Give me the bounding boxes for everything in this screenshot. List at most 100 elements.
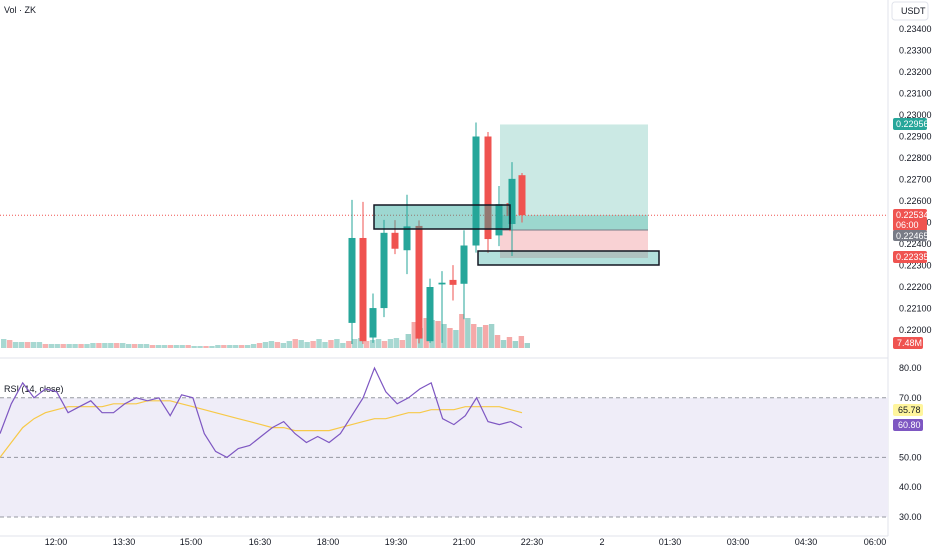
rsi-badge: 60.80 [898, 420, 921, 430]
candlesticks[interactable] [348, 122, 526, 344]
candle-body[interactable] [460, 245, 468, 284]
candle-body[interactable] [495, 204, 503, 236]
time-tick-label: 12:00 [45, 537, 68, 547]
volume-bar [381, 341, 388, 348]
volume-bar [96, 343, 102, 348]
volume-bar [346, 341, 352, 348]
volume-bar [209, 346, 215, 348]
price-tick-label: 0.22300 [899, 261, 932, 271]
volume-bar [292, 339, 298, 348]
volume-bar [494, 335, 501, 348]
candle-body[interactable] [359, 237, 367, 342]
target-price-badge: 0.22956 [896, 119, 929, 129]
supply-zone-rectangle[interactable] [373, 204, 511, 230]
volume-bar [179, 345, 185, 348]
candle-body[interactable] [391, 232, 399, 249]
time-tick-label: 15:00 [180, 537, 203, 547]
volume-bar [215, 345, 221, 348]
volume-bar [239, 345, 245, 348]
currency-button-label: USDT [901, 6, 926, 16]
volume-bar [316, 339, 322, 348]
volume-bar [518, 336, 525, 348]
rsi-panel [0, 357, 888, 518]
rsi-tick-label: 50.00 [899, 452, 922, 462]
volume-bar [244, 345, 251, 348]
volume-bar [72, 344, 78, 348]
volume-bar [233, 345, 239, 348]
countdown-badge: 06:00 [896, 220, 919, 230]
time-tick-label: 01:30 [659, 537, 682, 547]
demand-zone-rectangle[interactable] [477, 250, 660, 266]
candle-body[interactable] [415, 225, 423, 339]
volume-bar [286, 341, 292, 348]
volume-bar [506, 337, 513, 348]
volume-bar [358, 338, 364, 348]
candle-body[interactable] [380, 232, 388, 309]
volume-bar [6, 340, 13, 348]
candle-body[interactable] [518, 175, 526, 216]
rsi-ma-line [0, 400, 523, 458]
candle-body[interactable] [426, 287, 434, 342]
volume-bar [161, 345, 168, 348]
volume-bar [471, 324, 477, 348]
candle-body[interactable] [438, 282, 446, 285]
volume-bar [399, 340, 406, 348]
long-position-tool[interactable] [0, 124, 888, 258]
candle-body[interactable] [484, 136, 492, 240]
price-tick-label: 0.22000 [899, 325, 932, 335]
candle-body[interactable] [472, 136, 480, 246]
stop-loss-zone[interactable] [500, 230, 648, 258]
candle-body[interactable] [369, 308, 377, 338]
time-tick-label: 19:30 [385, 537, 408, 547]
volume-bar [268, 341, 275, 348]
rsi-lines [0, 366, 523, 459]
volume-panel-label: Vol · ZK [4, 5, 36, 15]
volume-bar [477, 327, 483, 348]
volume-bar [482, 325, 489, 348]
volume-bar [304, 342, 310, 348]
volume-bar [78, 344, 84, 348]
candle-body[interactable] [508, 178, 516, 225]
rsi-tick-label: 80.00 [899, 363, 922, 373]
rsi-tick-label: 30.00 [899, 512, 922, 522]
price-tick-label: 0.22600 [899, 196, 932, 206]
price-badges: 0.22956 0.22534 06:00 0.22465 0.22335 7.… [893, 118, 929, 431]
price-tick-label: 0.22100 [899, 304, 932, 314]
candle-body[interactable] [449, 279, 457, 285]
candle-body[interactable] [403, 226, 411, 251]
volume-bar [375, 339, 382, 348]
price-tick-label: 0.22700 [899, 175, 932, 185]
volume-bar [352, 339, 358, 348]
volume-bar [369, 340, 376, 348]
volume-bar [173, 345, 179, 348]
time-tick-label: 22:30 [521, 537, 544, 547]
volume-bar [488, 324, 495, 348]
currency-button[interactable]: USDT [891, 1, 929, 21]
volume-bars [1, 314, 530, 348]
time-tick-label: 16:30 [249, 537, 272, 547]
volume-bar [18, 342, 25, 348]
volume-bar [411, 322, 417, 348]
volume-bar [30, 342, 37, 348]
volume-bar [131, 344, 138, 348]
volume-bar [310, 341, 316, 348]
volume-bar [393, 338, 400, 348]
volume-bar [512, 341, 519, 348]
rsi-tick-label: 70.00 [899, 393, 922, 403]
time-tick-label: 03:00 [727, 537, 750, 547]
volume-bar [465, 318, 471, 348]
volume-bar [453, 330, 459, 348]
volume-bar [155, 345, 162, 348]
price-tick-label: 0.23300 [899, 46, 932, 56]
candle-body[interactable] [348, 237, 356, 323]
volume-bar [114, 343, 120, 348]
volume-bar [250, 344, 257, 348]
time-axis[interactable]: 12:00 13:30 15:00 16:30 18:00 19:30 21:00 22:30… [0, 535, 888, 547]
time-tick-label: 21:00 [453, 537, 476, 547]
time-tick-label: 2 [599, 537, 604, 547]
volume-bar [149, 345, 156, 348]
drawn-zones[interactable] [373, 204, 660, 266]
entry-price-badge: 0.22465 [896, 231, 929, 241]
